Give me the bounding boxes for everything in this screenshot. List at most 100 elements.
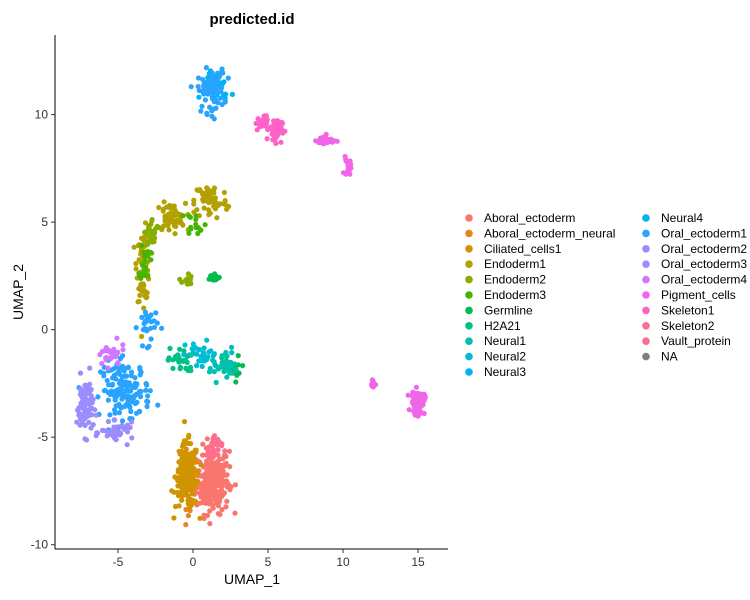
data-point	[137, 372, 143, 378]
data-point	[204, 110, 210, 116]
data-point	[171, 515, 177, 521]
data-point	[211, 369, 217, 375]
data-point	[147, 388, 153, 394]
legend-swatch	[642, 275, 650, 284]
data-point	[229, 350, 235, 356]
x-tick-label: 10	[336, 555, 350, 569]
data-point	[204, 436, 210, 442]
data-point	[236, 370, 242, 376]
data-point	[195, 187, 201, 193]
data-point	[224, 478, 230, 484]
data-point	[215, 447, 221, 453]
legend-swatch	[465, 306, 473, 315]
data-point	[142, 309, 148, 315]
data-point	[155, 402, 161, 408]
data-point	[134, 410, 140, 416]
data-point	[203, 464, 209, 471]
data-point	[199, 103, 205, 109]
data-point	[263, 123, 269, 129]
data-point	[207, 77, 213, 83]
data-point	[165, 217, 171, 223]
data-point	[198, 227, 204, 233]
data-point	[116, 410, 122, 416]
data-point	[217, 511, 223, 518]
data-point	[144, 345, 151, 351]
data-point	[181, 438, 187, 444]
points-layer	[74, 65, 428, 528]
data-point	[137, 388, 143, 394]
data-point	[232, 510, 238, 516]
data-point	[195, 478, 201, 484]
data-point	[130, 399, 136, 405]
data-point	[107, 412, 113, 418]
data-point	[221, 352, 227, 358]
data-point	[133, 325, 139, 331]
data-point	[207, 508, 213, 514]
data-point	[156, 204, 162, 211]
data-point	[224, 374, 230, 380]
data-point	[209, 108, 215, 114]
data-point	[186, 432, 192, 438]
data-point	[119, 418, 126, 424]
legend-swatch	[465, 352, 473, 361]
legend-swatch	[465, 291, 473, 299]
data-point	[112, 397, 118, 403]
data-point	[115, 349, 121, 355]
data-point	[151, 318, 157, 324]
data-point	[212, 195, 218, 201]
data-point	[144, 398, 150, 404]
data-point	[188, 224, 194, 230]
data-point	[191, 466, 197, 472]
data-point	[226, 448, 232, 454]
data-point	[150, 231, 156, 237]
data-point	[189, 491, 195, 497]
data-point	[170, 357, 176, 363]
y-tick-label: -10	[31, 538, 49, 552]
data-point	[118, 391, 124, 397]
data-point	[166, 227, 172, 233]
y-tick-label: 0	[41, 323, 48, 337]
data-point	[186, 230, 192, 236]
x-axis-title: UMAP_1	[224, 571, 280, 587]
data-point	[212, 203, 218, 209]
data-point	[202, 358, 208, 364]
data-point	[179, 485, 185, 491]
data-point	[121, 373, 127, 379]
data-point	[88, 425, 94, 431]
data-point	[121, 382, 127, 388]
legend-swatch	[465, 322, 473, 330]
data-point	[219, 66, 225, 72]
data-point	[79, 394, 85, 400]
legend-swatch	[465, 245, 473, 253]
data-point	[187, 214, 193, 220]
data-point	[194, 351, 200, 357]
data-point	[180, 358, 186, 364]
data-point	[193, 345, 199, 351]
data-point	[149, 217, 155, 223]
legend-label: Oral_ectoderm2	[661, 242, 747, 256]
data-point	[191, 197, 197, 203]
data-point	[115, 360, 121, 366]
data-point	[209, 96, 216, 102]
data-point	[194, 207, 200, 213]
data-point	[201, 205, 207, 211]
data-point	[144, 241, 151, 248]
data-point	[92, 407, 98, 413]
data-point	[102, 387, 108, 393]
data-point	[85, 412, 91, 418]
data-point	[229, 91, 235, 97]
y-tick-label: 10	[35, 108, 49, 122]
data-point	[117, 378, 123, 384]
data-point	[223, 504, 229, 510]
legend-label: Ciliated_cells1	[484, 242, 562, 256]
data-point	[142, 319, 148, 325]
data-point	[151, 235, 157, 242]
legend-label: Pigment_cells	[661, 288, 736, 302]
data-point	[165, 222, 171, 228]
data-point	[185, 500, 191, 506]
data-point	[146, 225, 152, 231]
data-point	[253, 120, 259, 126]
legend-swatch	[642, 260, 650, 269]
data-point	[148, 336, 154, 342]
data-point	[192, 498, 199, 504]
